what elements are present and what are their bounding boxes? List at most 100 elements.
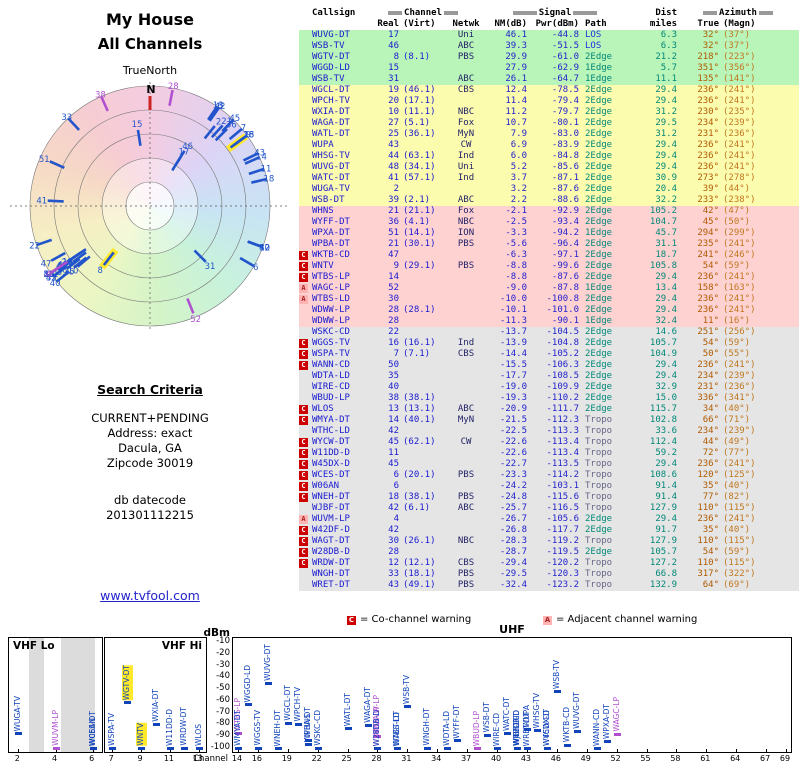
callsign-link[interactable]: WPBA-DT (312, 239, 350, 249)
station-label[interactable]: WAGT-DT (392, 711, 402, 746)
callsign-link[interactable]: WTBS-LP (312, 272, 350, 282)
callsign-link[interactable]: WRET-DT (312, 580, 350, 590)
station-label[interactable]: WLOS (193, 724, 203, 746)
station-label[interactable]: WATL-DT (342, 692, 352, 726)
cell-pw: -120.2 (546, 558, 579, 568)
callsign-link[interactable]: WSB-TV (312, 41, 345, 51)
station-label[interactable]: WRDW-DT (179, 707, 189, 746)
cell-tr: 230° (697, 107, 719, 117)
callsign-link[interactable]: WHSG-TV (312, 151, 350, 161)
callsign-link[interactable]: WATC-DT (312, 173, 350, 183)
callsign-link[interactable]: WXIA-DT (312, 107, 350, 117)
cell-nm: -9.0 (505, 283, 527, 293)
callsign-link[interactable]: W45DX-D (312, 459, 350, 469)
cell-pa: 2Edge (585, 151, 613, 161)
callsign-link[interactable]: WUGA-TV (312, 184, 350, 194)
callsign-link[interactable]: WDWW-LP (312, 305, 350, 315)
station-label[interactable]: W11DD-D (164, 709, 174, 746)
callsign-link[interactable]: WLOS (312, 404, 334, 414)
station-marker (254, 747, 262, 750)
cell-re: 40 (388, 382, 399, 392)
callsign-link[interactable]: WUPA (312, 140, 334, 150)
callsign-link[interactable]: W11DD-D (312, 448, 350, 458)
station-label[interactable]: WUVG-DT (571, 692, 581, 730)
station-label[interactable]: WPXA-DT (601, 704, 611, 740)
callsign-link[interactable]: WSKC-CD (312, 327, 350, 337)
callsign-link[interactable]: WIRE-CD (312, 382, 350, 392)
cell-tr: 231° (697, 129, 719, 139)
radar-plot: 1746815311920102725434448412392136512147… (10, 82, 290, 330)
radar-channel-label: 4 (46, 270, 51, 280)
callsign-link[interactable]: WGGD-LD (312, 63, 350, 73)
station-label[interactable]: WDTA-LD (442, 711, 452, 746)
radar-channel-label: 13 (213, 101, 224, 111)
station-label[interactable]: WMYA-DT (232, 710, 242, 746)
station-label[interactable]: WGGS-TV (252, 710, 262, 746)
station-label[interactable]: WSPA-TV (107, 713, 117, 746)
station-label[interactable]: WSKC-CD (312, 710, 322, 746)
callsign-link[interactable]: WANN-CD (312, 360, 350, 370)
station-label[interactable]: W45DX-D (541, 710, 551, 746)
callsign-link[interactable]: WTBS-LD (312, 294, 350, 304)
callsign-link[interactable]: WGCL-DT (312, 85, 350, 95)
callsign-link[interactable]: WHNS (312, 206, 334, 216)
station-label[interactable]: WYFF-DT (452, 704, 462, 739)
tvfool-link[interactable]: www.tvfool.com (100, 588, 200, 603)
callsign-link[interactable]: WAGT-DT (312, 536, 350, 546)
callsign-link[interactable]: WUVG-DT (312, 162, 350, 172)
callsign-link[interactable]: WAGC-LP (312, 283, 350, 293)
radar-spoke (72, 251, 87, 263)
callsign-link[interactable]: WKTB-CD (312, 250, 350, 260)
callsign-link[interactable]: WNEH-DT (312, 492, 350, 502)
station-label[interactable]: WXIA-DT (150, 689, 160, 723)
callsign-link[interactable]: WAGA-DT (312, 118, 350, 128)
station-label[interactable]: WKTB-CD (561, 707, 571, 743)
header-real: Real (377, 19, 399, 29)
station-label[interactable]: WUVM-LP (50, 710, 60, 746)
station-label[interactable]: WSB-TV (551, 659, 561, 689)
station-label[interactable]: WBUD-LP (472, 710, 482, 746)
callsign-link[interactable]: WATL-DT (312, 129, 350, 139)
callsign-link[interactable]: WSB-DT (312, 195, 345, 205)
station-label[interactable]: WGGD-LD (242, 664, 252, 703)
station-label[interactable]: WSB-TV (402, 675, 412, 705)
callsign-link[interactable]: WNTV (312, 261, 334, 271)
station-label[interactable]: WNEH-DT (272, 709, 282, 746)
callsign-link[interactable]: WRDW-DT (312, 558, 350, 568)
station-label[interactable]: WRET-DT (521, 711, 531, 746)
station-label[interactable]: W28DB-D (372, 709, 382, 746)
callsign-link[interactable]: WYFF-DT (312, 217, 350, 227)
callsign-link[interactable]: W42DF-D (312, 525, 350, 535)
callsign-link[interactable]: WGTV-DT (312, 52, 350, 62)
callsign-link[interactable]: WGGS-TV (312, 338, 350, 348)
callsign-link[interactable]: WSPA-TV (312, 349, 350, 359)
callsign-link[interactable]: WPXA-DT (312, 228, 350, 238)
callsign-link[interactable]: WTHC-LD (312, 426, 350, 436)
station-label[interactable]: WIRE-CD (492, 712, 502, 746)
callsign-link[interactable]: WBUD-LP (312, 393, 350, 403)
cell-tr: 234° (697, 371, 719, 381)
callsign-link[interactable]: WNGH-DT (312, 569, 350, 579)
station-label[interactable]: WANN-CD (591, 708, 601, 746)
callsign-link[interactable]: W28DB-D (312, 547, 350, 557)
callsign-link[interactable]: WCES-DT (312, 470, 350, 480)
callsign-link[interactable]: WYCW-DT (312, 437, 350, 447)
cell-nw: CW (460, 140, 472, 150)
station-label[interactable]: WNTV (136, 722, 148, 746)
callsign-link[interactable]: WUVM-LP (312, 514, 350, 524)
callsign-link[interactable]: WUVG-DT (312, 30, 350, 40)
callsign-link[interactable]: WDTA-LD (312, 371, 350, 381)
station-label[interactable]: WAGC-LP (611, 697, 621, 732)
callsign-link[interactable]: WDWW-LP (312, 316, 350, 326)
callsign-link[interactable]: WPCH-TV (312, 96, 350, 106)
station-label[interactable]: WNGH-DT (422, 708, 432, 746)
station-label[interactable]: WGTV-DT (121, 664, 133, 701)
station-label[interactable]: WUGA-TV (13, 695, 23, 732)
station-label[interactable]: W06AN (87, 718, 97, 746)
station-label[interactable]: WUVG-DT (262, 644, 272, 681)
callsign-link[interactable]: WMYA-DT (312, 415, 350, 425)
callsign-link[interactable]: WSB-TV (312, 74, 345, 84)
channel-tick-label: 40 (490, 754, 502, 763)
callsign-link[interactable]: WJBF-DT (312, 503, 350, 513)
callsign-link[interactable]: W06AN (312, 481, 340, 491)
